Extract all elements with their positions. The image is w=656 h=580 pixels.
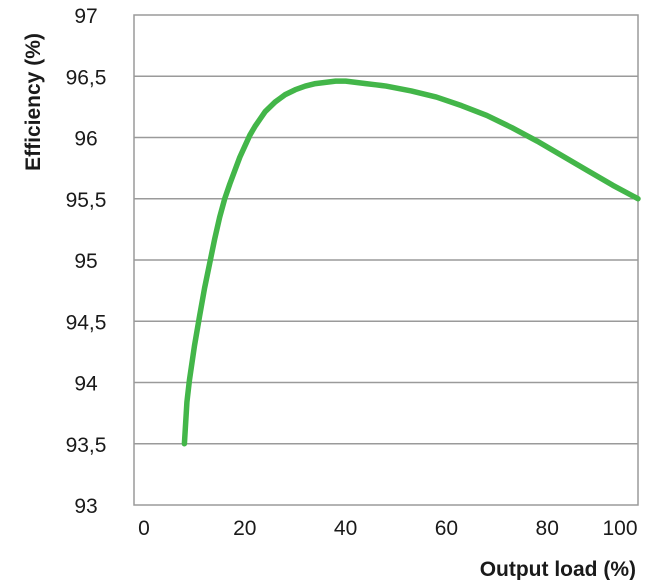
y-axis-tick-labels: 93 93,5 94 94,5 95 95,5 96 96,5 97 xyxy=(66,5,107,518)
y-tick-label: 94,5 xyxy=(66,311,107,334)
y-tick-label: 94 xyxy=(74,373,98,396)
y-tick-label: 93 xyxy=(74,495,97,518)
grid-lines xyxy=(134,75,638,445)
y-tick-label: 93,5 xyxy=(66,434,107,457)
plot-frame xyxy=(133,14,639,506)
y-tick-label: 97 xyxy=(74,5,97,28)
x-tick-label: 60 xyxy=(435,517,458,540)
x-tick-label: 20 xyxy=(233,517,256,540)
x-axis-title: Output load (%) xyxy=(480,558,636,580)
x-axis-tick-labels: 0 20 40 60 80 100 xyxy=(138,517,637,540)
y-axis-title: Efficiency (%) xyxy=(22,33,45,171)
x-tick-label: 0 xyxy=(138,517,150,540)
x-tick-label: 40 xyxy=(334,517,357,540)
x-tick-label: 80 xyxy=(536,517,559,540)
x-tick-label: 100 xyxy=(602,517,637,540)
y-tick-label: 95 xyxy=(74,250,97,273)
y-tick-label: 96 xyxy=(74,128,97,151)
y-tick-label: 95,5 xyxy=(66,189,107,212)
y-tick-label: 96,5 xyxy=(66,66,107,89)
series-line xyxy=(181,78,641,447)
